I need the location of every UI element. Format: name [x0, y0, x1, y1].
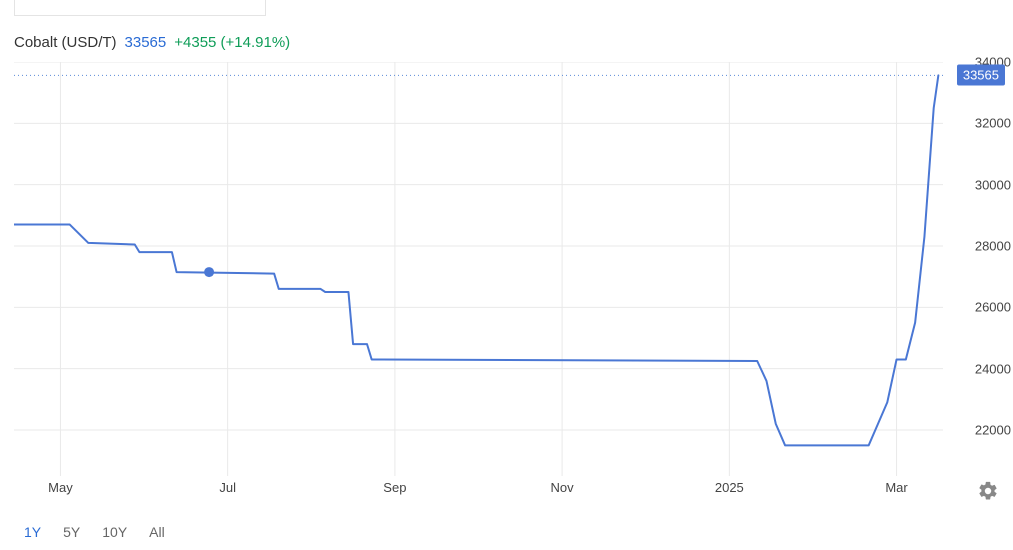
gear-icon	[977, 480, 999, 502]
x-tick-label: Sep	[383, 480, 406, 495]
y-tick-label: 24000	[975, 361, 1011, 376]
current-price: 33565	[125, 34, 167, 51]
chart-header: Cobalt (USD/T) 33565 +4355 (+14.91%)	[14, 34, 290, 51]
y-tick-label: 32000	[975, 116, 1011, 131]
x-axis: May Jul Sep Nov 2025 Mar	[14, 480, 943, 500]
current-price-badge: 33565	[957, 65, 1005, 86]
range-tab-1y[interactable]: 1Y	[24, 524, 41, 540]
range-tab-10y[interactable]: 10Y	[102, 524, 127, 540]
y-tick-label: 28000	[975, 239, 1011, 254]
x-tick-label: Mar	[885, 480, 907, 495]
time-range-tabs: 1Y 5Y 10Y All	[24, 524, 165, 540]
range-tab-5y[interactable]: 5Y	[63, 524, 80, 540]
x-tick-label: May	[48, 480, 73, 495]
price-change: +4355 (+14.91%)	[174, 34, 290, 51]
y-axis: 22000240002600028000300003200034000	[953, 62, 1013, 476]
top-divider-box	[14, 0, 266, 16]
x-tick-label: Nov	[551, 480, 574, 495]
x-tick-label: Jul	[219, 480, 236, 495]
range-tab-all[interactable]: All	[149, 524, 165, 540]
y-tick-label: 30000	[975, 177, 1011, 192]
x-tick-label: 2025	[715, 480, 744, 495]
price-chart[interactable]	[14, 62, 943, 476]
y-tick-label: 26000	[975, 300, 1011, 315]
instrument-title: Cobalt (USD/T)	[14, 34, 117, 51]
y-tick-label: 22000	[975, 423, 1011, 438]
settings-button[interactable]	[977, 480, 999, 502]
